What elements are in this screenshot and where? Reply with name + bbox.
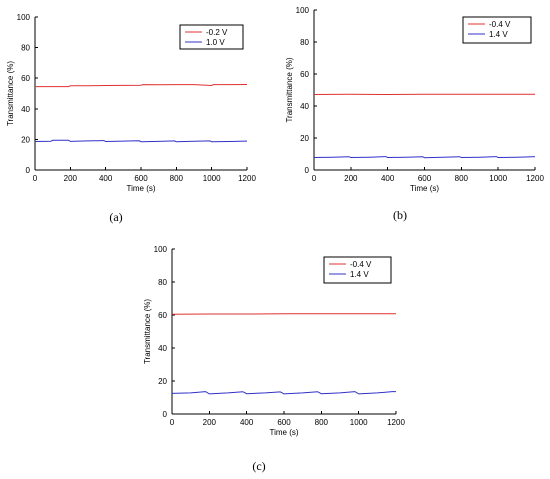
legend-label: -0.4 V — [350, 260, 372, 269]
y-tick-label: 60 — [300, 70, 309, 79]
y-tick-label: 0 — [305, 166, 310, 175]
legend-box — [323, 256, 392, 284]
y-tick-label: 80 — [21, 44, 30, 53]
x-tick-label: 1000 — [203, 174, 221, 183]
panel-label: (a) — [109, 210, 122, 224]
legend-label: 1.0 V — [206, 38, 225, 47]
x-axis-title: Time (s) — [269, 428, 298, 437]
x-tick-label: 200 — [203, 418, 217, 427]
x-tick-label: 0 — [170, 418, 175, 427]
x-tick-label: 200 — [344, 174, 358, 183]
x-tick-label: 400 — [99, 174, 113, 183]
x-tick-label: 600 — [277, 418, 291, 427]
legend-label: 1.4 V — [350, 270, 369, 279]
legend-box — [462, 16, 532, 44]
x-tick-label: 600 — [418, 174, 432, 183]
x-tick-label: 1000 — [350, 418, 368, 427]
y-axis-title: Transmittance (%) — [285, 57, 294, 122]
series-line — [313, 156, 535, 159]
x-axis-title: Time (s) — [126, 184, 155, 193]
series-line — [35, 84, 248, 88]
x-tick-label: 0 — [33, 174, 38, 183]
x-tick-label: 800 — [455, 174, 469, 183]
x-axis-title: Time (s) — [410, 184, 439, 193]
series-line — [171, 391, 396, 395]
y-tick-label: 80 — [158, 278, 167, 287]
panel-label: (c) — [252, 459, 265, 473]
x-tick-label: 1200 — [526, 174, 544, 183]
x-tick-label: 400 — [240, 418, 254, 427]
x-tick-label: 800 — [170, 174, 184, 183]
chart-panel: 0 200 400 600 800 1000 1200 0 20 40 60 80 100 Time (s… — [285, 6, 544, 222]
x-tick-label: 1200 — [387, 418, 405, 427]
legend: -0.4 V1.4 V — [323, 256, 392, 284]
legend-box — [179, 24, 244, 50]
y-tick-label: 100 — [17, 13, 31, 22]
legend-label: -0.4 V — [489, 20, 511, 29]
x-tick-label: 600 — [134, 174, 148, 183]
y-tick-label: 60 — [158, 311, 167, 320]
y-tick-label: 20 — [21, 135, 30, 144]
legend-label: -0.2 V — [206, 28, 228, 37]
chart-panel: 0 200 400 600 800 1000 1200 0 20 40 60 80 100 Time (s… — [6, 13, 256, 224]
y-tick-label: 0 — [26, 166, 31, 175]
y-tick-label: 80 — [300, 38, 309, 47]
legend-label: 1.4 V — [489, 30, 508, 39]
x-tick-label: 1200 — [238, 174, 256, 183]
y-tick-label: 60 — [21, 74, 30, 83]
y-tick-label: 40 — [300, 102, 309, 111]
legend: -0.4 V1.4 V — [462, 16, 532, 44]
x-tick-label: 0 — [312, 174, 317, 183]
series-line — [34, 139, 247, 143]
series-line — [171, 313, 396, 315]
y-tick-label: 100 — [296, 6, 310, 15]
y-axis-title: Transmittance (%) — [6, 61, 15, 126]
y-axis-title: Transmittance (%) — [143, 299, 152, 364]
y-tick-label: 40 — [158, 344, 167, 353]
y-tick-label: 20 — [300, 134, 309, 143]
x-tick-label: 1000 — [489, 174, 507, 183]
panel-label: (b) — [393, 208, 407, 222]
x-tick-label: 200 — [64, 174, 78, 183]
legend: -0.2 V1.0 V — [179, 24, 244, 50]
y-tick-label: 20 — [158, 377, 167, 386]
y-tick-label: 40 — [21, 105, 30, 114]
y-tick-label: 0 — [163, 410, 168, 419]
x-tick-label: 400 — [381, 174, 395, 183]
y-tick-label: 100 — [154, 245, 168, 254]
chart-panel: 0 200 400 600 800 1000 1200 0 20 40 60 80 100 Time (s… — [143, 245, 405, 473]
x-tick-label: 800 — [315, 418, 329, 427]
